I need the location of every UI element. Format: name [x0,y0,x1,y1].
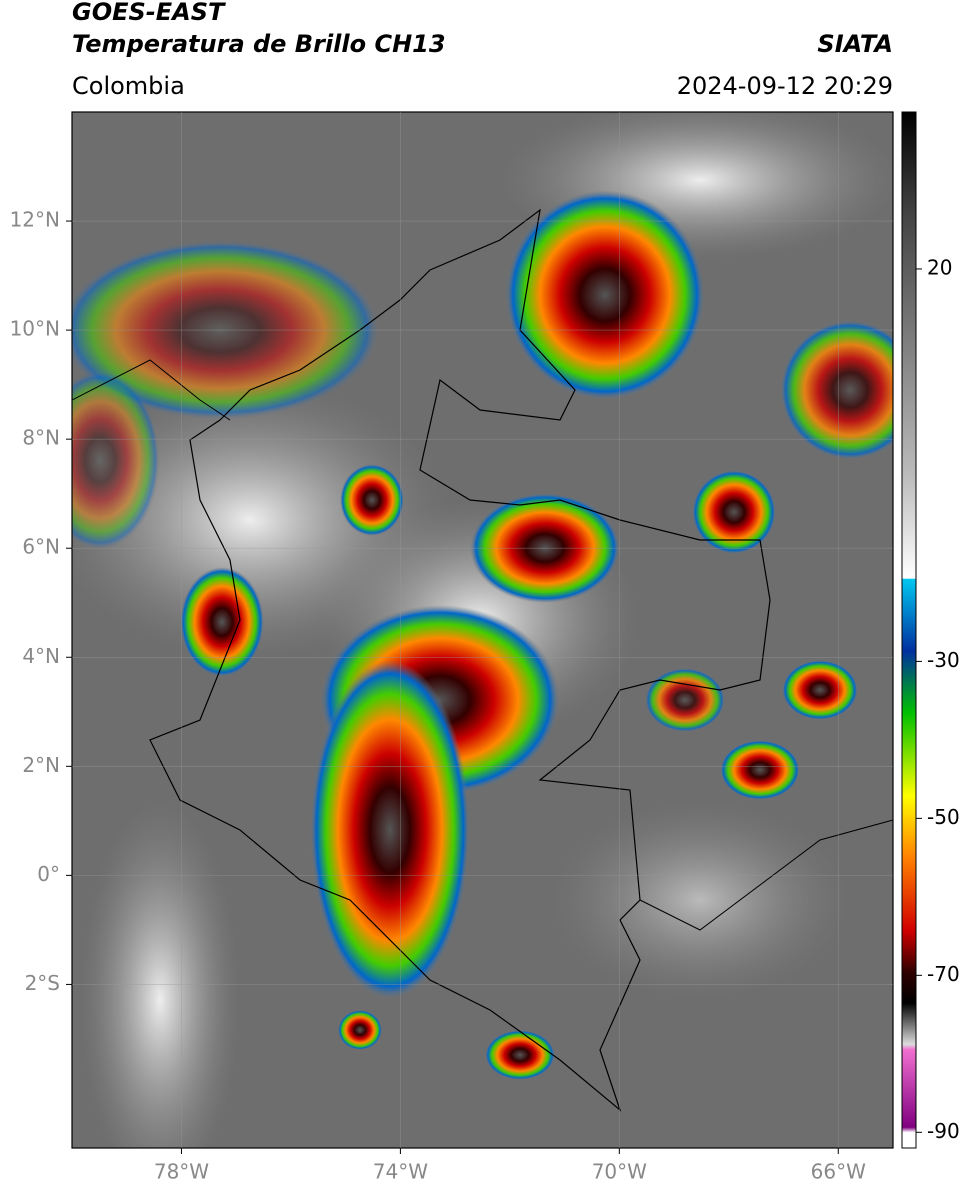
y-tick-label: 6°N [22,535,60,559]
region: Colombia [72,72,185,100]
y-tick-label: 2°N [22,753,60,777]
colorbar-label: 20 [927,255,952,279]
y-tick-label: 4°N [22,644,60,668]
x-tick-label: 78°W [154,1160,209,1184]
subtitle: Temperatura de Brillo CH13 [72,30,446,58]
colorbar-label: -30 [927,648,960,672]
plot-frame [71,111,894,1149]
title: GOES-EAST [72,0,226,26]
colorbar-label: -90 [927,1119,960,1143]
timestamp: 2024-09-12 20:29 [677,72,893,100]
x-tick-label: 74°W [373,1160,428,1184]
colorbar-label: -50 [927,805,960,829]
y-tick-label: 8°N [22,426,60,450]
colorbar-label: -70 [927,962,960,986]
y-tick-label: 12°N [10,208,60,232]
imagery [72,112,893,1148]
y-tick-label: 10°N [10,317,60,341]
colorbar [901,111,917,1149]
source: SIATA [817,30,893,58]
x-tick-label: 66°W [811,1160,866,1184]
x-tick-label: 70°W [592,1160,647,1184]
y-tick-label: 0° [37,862,60,886]
y-tick-label: 2°S [25,971,60,995]
